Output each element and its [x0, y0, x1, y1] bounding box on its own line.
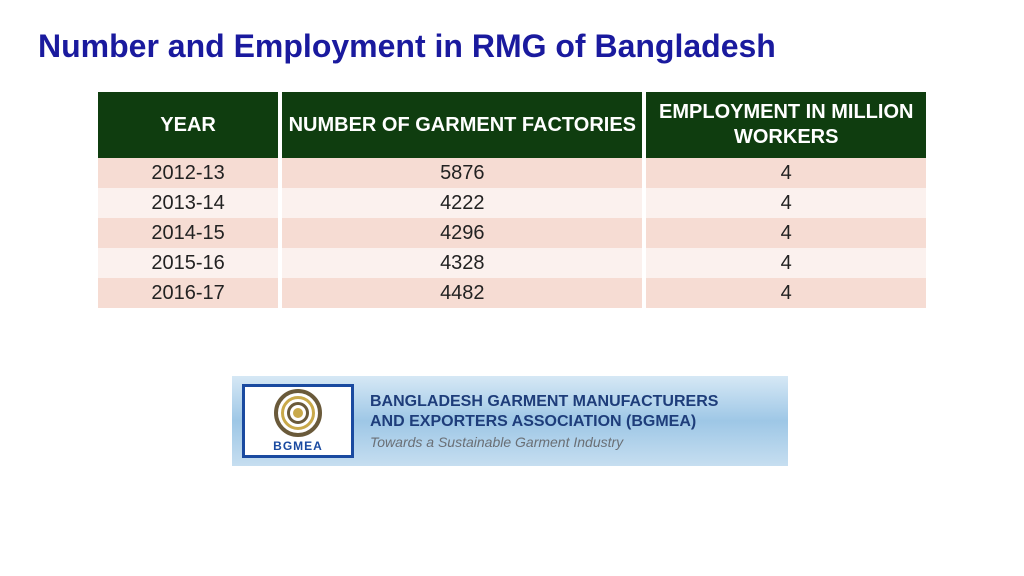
table-header-row: YEAR NUMBER OF GARMENT FACTORIES EMPLOYM…: [98, 92, 926, 158]
cell-employment: 4: [644, 248, 926, 278]
table-row: 2014-15 4296 4: [98, 218, 926, 248]
cell-year: 2016-17: [98, 278, 280, 308]
table-row: 2015-16 4328 4: [98, 248, 926, 278]
table-row: 2016-17 4482 4: [98, 278, 926, 308]
cell-employment: 4: [644, 158, 926, 188]
cell-year: 2013-14: [98, 188, 280, 218]
cell-factories: 5876: [280, 158, 644, 188]
col-header-employment: EMPLOYMENT IN MILLION WORKERS: [644, 92, 926, 158]
org-tagline: Towards a Sustainable Garment Industry: [370, 434, 718, 450]
bgmea-banner: BGMEA BANGLADESH GARMENT MANUFACTURERS A…: [232, 376, 788, 466]
rmg-table-container: YEAR NUMBER OF GARMENT FACTORIES EMPLOYM…: [98, 92, 926, 308]
cell-year: 2015-16: [98, 248, 280, 278]
cell-factories: 4482: [280, 278, 644, 308]
bgmea-logo: BGMEA: [242, 384, 354, 458]
col-header-factories: NUMBER OF GARMENT FACTORIES: [280, 92, 644, 158]
page-title: Number and Employment in RMG of Banglade…: [38, 28, 776, 65]
cell-factories: 4296: [280, 218, 644, 248]
table-row: 2013-14 4222 4: [98, 188, 926, 218]
org-name-line2: AND EXPORTERS ASSOCIATION (BGMEA): [370, 412, 718, 431]
cell-factories: 4328: [280, 248, 644, 278]
rmg-table: YEAR NUMBER OF GARMENT FACTORIES EMPLOYM…: [98, 92, 926, 308]
col-header-year: YEAR: [98, 92, 280, 158]
bgmea-logo-acronym: BGMEA: [270, 439, 326, 453]
table-row: 2012-13 5876 4: [98, 158, 926, 188]
org-name-line1: BANGLADESH GARMENT MANUFACTURERS: [370, 392, 718, 411]
cell-employment: 4: [644, 218, 926, 248]
cell-employment: 4: [644, 188, 926, 218]
cell-year: 2014-15: [98, 218, 280, 248]
cell-factories: 4222: [280, 188, 644, 218]
cell-year: 2012-13: [98, 158, 280, 188]
cell-employment: 4: [644, 278, 926, 308]
bgmea-banner-text: BANGLADESH GARMENT MANUFACTURERS AND EXP…: [370, 392, 718, 449]
bgmea-logo-rings-icon: [274, 389, 322, 437]
